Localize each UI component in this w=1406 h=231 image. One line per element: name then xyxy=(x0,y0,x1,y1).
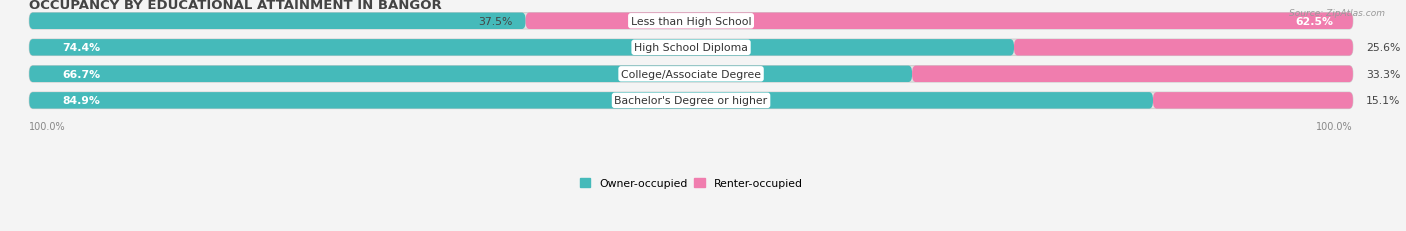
FancyBboxPatch shape xyxy=(30,13,1353,30)
Text: 74.4%: 74.4% xyxy=(62,43,100,53)
FancyBboxPatch shape xyxy=(30,93,1353,109)
Legend: Owner-occupied, Renter-occupied: Owner-occupied, Renter-occupied xyxy=(575,174,807,192)
Text: 62.5%: 62.5% xyxy=(1295,17,1333,27)
FancyBboxPatch shape xyxy=(912,66,1353,83)
FancyBboxPatch shape xyxy=(30,66,912,83)
FancyBboxPatch shape xyxy=(30,13,526,30)
Text: High School Diploma: High School Diploma xyxy=(634,43,748,53)
FancyBboxPatch shape xyxy=(526,13,1353,30)
Text: OCCUPANCY BY EDUCATIONAL ATTAINMENT IN BANGOR: OCCUPANCY BY EDUCATIONAL ATTAINMENT IN B… xyxy=(30,0,441,12)
Text: 37.5%: 37.5% xyxy=(478,17,512,27)
Text: 66.7%: 66.7% xyxy=(62,70,100,79)
FancyBboxPatch shape xyxy=(30,66,1353,83)
FancyBboxPatch shape xyxy=(30,93,1153,109)
Text: Source: ZipAtlas.com: Source: ZipAtlas.com xyxy=(1289,9,1385,18)
Text: 100.0%: 100.0% xyxy=(30,122,66,131)
FancyBboxPatch shape xyxy=(1014,40,1353,56)
Text: College/Associate Degree: College/Associate Degree xyxy=(621,70,761,79)
FancyBboxPatch shape xyxy=(1153,93,1353,109)
Text: 33.3%: 33.3% xyxy=(1367,70,1400,79)
Text: 84.9%: 84.9% xyxy=(62,96,100,106)
Text: 25.6%: 25.6% xyxy=(1367,43,1400,53)
Text: 15.1%: 15.1% xyxy=(1367,96,1400,106)
Text: Bachelor's Degree or higher: Bachelor's Degree or higher xyxy=(614,96,768,106)
Text: Less than High School: Less than High School xyxy=(631,17,751,27)
FancyBboxPatch shape xyxy=(30,40,1014,56)
Text: 100.0%: 100.0% xyxy=(1316,122,1353,131)
FancyBboxPatch shape xyxy=(30,40,1353,56)
